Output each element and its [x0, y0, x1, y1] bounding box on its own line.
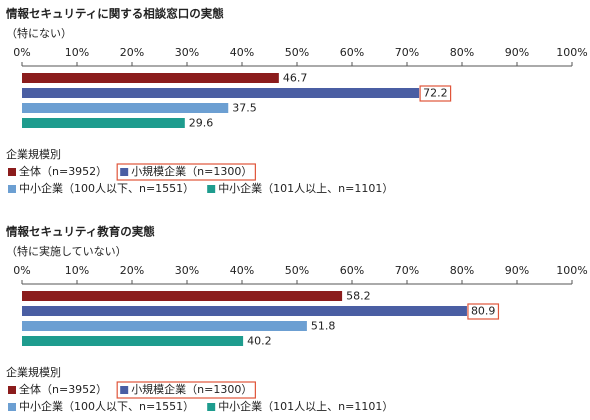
value-label: 37.5 [232, 102, 257, 115]
legend-swatch [120, 168, 129, 176]
legend-label: 中小企業（100人以下、n=1551） [19, 181, 194, 195]
bar [22, 103, 229, 113]
bar [22, 73, 279, 83]
x-tick-label: 40% [230, 264, 254, 277]
x-tick-label: 30% [175, 46, 199, 59]
x-tick-label: 20% [120, 264, 144, 277]
x-tick-label: 90% [505, 46, 529, 59]
x-tick-label: 80% [450, 264, 474, 277]
chart-title: 情報セキュリティ教育の実態 [5, 225, 155, 239]
highlight-box [116, 381, 256, 399]
legend-swatch [8, 168, 16, 176]
value-label: 80.9 [471, 305, 496, 318]
x-tick-label: 90% [505, 264, 529, 277]
legend-label: 中小企業（101人以上、n=1101） [218, 181, 393, 195]
value-label: 29.6 [189, 117, 214, 130]
x-tick-label: 60% [340, 264, 364, 277]
bar [22, 291, 343, 301]
x-tick-label: 10% [65, 264, 89, 277]
x-tick-label: 10% [65, 46, 89, 59]
x-tick-label: 0% [13, 46, 30, 59]
value-label: 72.2 [423, 87, 448, 100]
x-tick-label: 20% [120, 46, 144, 59]
x-tick-label: 0% [13, 264, 30, 277]
chart-title: 情報セキュリティに関する相談窓口の実態 [5, 7, 224, 21]
legend-swatch [8, 185, 16, 193]
legend-title: 企業規模別 [6, 365, 61, 379]
bar [22, 88, 420, 98]
legend-swatch [8, 386, 16, 394]
legend-label: 中小企業（101人以上、n=1101） [218, 399, 393, 413]
legend-title: 企業規模別 [6, 147, 61, 161]
highlight-box [467, 303, 500, 320]
x-tick-label: 100% [556, 46, 587, 59]
x-tick-label: 50% [285, 46, 309, 59]
x-tick-label: 30% [175, 264, 199, 277]
bar [22, 118, 185, 128]
value-label: 40.2 [247, 335, 272, 348]
legend-label: 全体（n=3952） [19, 164, 107, 178]
legend-swatch [120, 386, 129, 394]
legend-label: 小規模企業（n=1300） [131, 164, 252, 178]
bar [22, 306, 467, 316]
x-tick-label: 70% [395, 46, 419, 59]
legend-swatch [8, 403, 16, 411]
legend-swatch [207, 403, 216, 411]
value-label: 46.7 [283, 72, 308, 85]
x-tick-label: 50% [285, 264, 309, 277]
value-label: 51.8 [311, 320, 336, 333]
x-tick-label: 60% [340, 46, 364, 59]
bar [22, 321, 307, 331]
value-label: 58.2 [346, 290, 371, 303]
legend-label: 全体（n=3952） [19, 382, 107, 396]
x-tick-label: 40% [230, 46, 254, 59]
x-tick-label: 70% [395, 264, 419, 277]
legend-label: 小規模企業（n=1300） [131, 382, 252, 396]
legend-swatch [207, 185, 216, 193]
chart-subtitle: （特に実施していない） [6, 244, 127, 258]
x-tick-label: 80% [450, 46, 474, 59]
chart-subtitle: （特にない） [6, 26, 72, 40]
x-tick-label: 100% [556, 264, 587, 277]
legend-label: 中小企業（100人以下、n=1551） [19, 399, 194, 413]
highlight-box [116, 163, 256, 181]
bar [22, 336, 244, 346]
highlight-box [419, 85, 452, 102]
